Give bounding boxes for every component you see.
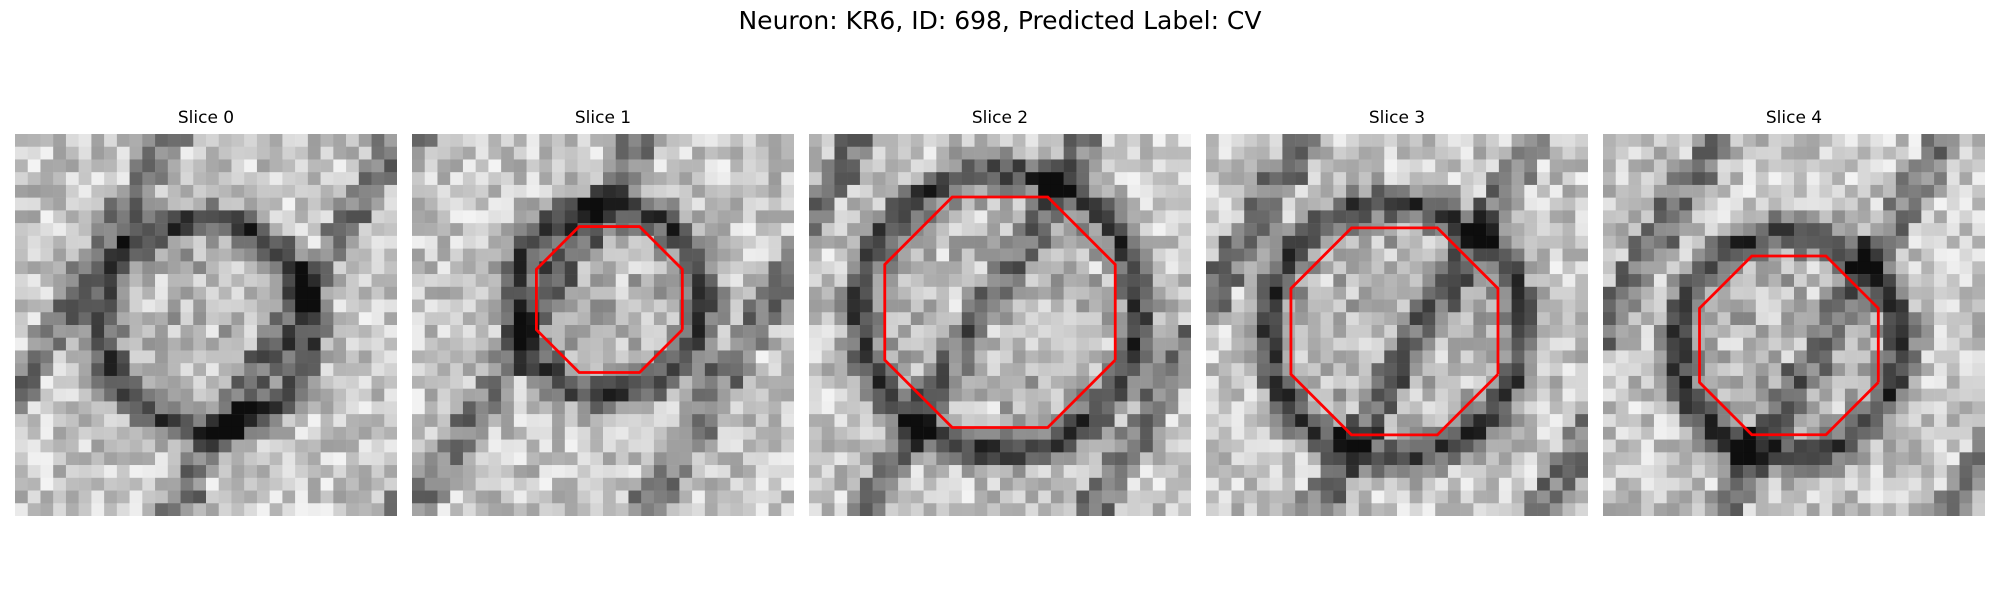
slice-title-3: Slice 3 — [1368, 108, 1426, 128]
pixel-grid-4 — [1603, 134, 1985, 516]
slice-image-2 — [809, 134, 1191, 516]
slice-title-2: Slice 2 — [971, 108, 1029, 128]
slice-title-1: Slice 1 — [574, 108, 632, 128]
slice-panel-3: Slice 3 — [1206, 106, 1588, 516]
slice-panel-4: Slice 4 — [1603, 106, 1985, 516]
roi-contour-1 — [535, 225, 684, 374]
pixel-grid-2 — [809, 134, 1191, 516]
roi-contour-2 — [883, 195, 1117, 429]
pixel-grid-3 — [1206, 134, 1588, 516]
roi-contour-4 — [1698, 254, 1880, 437]
pixel-grid-1 — [412, 134, 794, 516]
slice-image-4 — [1603, 134, 1985, 516]
slice-image-3 — [1206, 134, 1588, 516]
slice-image-0 — [15, 134, 397, 516]
slice-image-1 — [412, 134, 794, 516]
slice-panel-0: Slice 0 — [15, 106, 397, 516]
figure-title: Neuron: KR6, ID: 698, Predicted Label: C… — [738, 6, 1262, 35]
roi-contour-3 — [1289, 226, 1500, 437]
slice-title-0: Slice 0 — [177, 108, 235, 128]
slice-panel-1: Slice 1 — [412, 106, 794, 516]
pixel-grid-0 — [15, 134, 397, 516]
slice-panel-2: Slice 2 — [809, 106, 1191, 516]
slice-title-4: Slice 4 — [1765, 108, 1823, 128]
